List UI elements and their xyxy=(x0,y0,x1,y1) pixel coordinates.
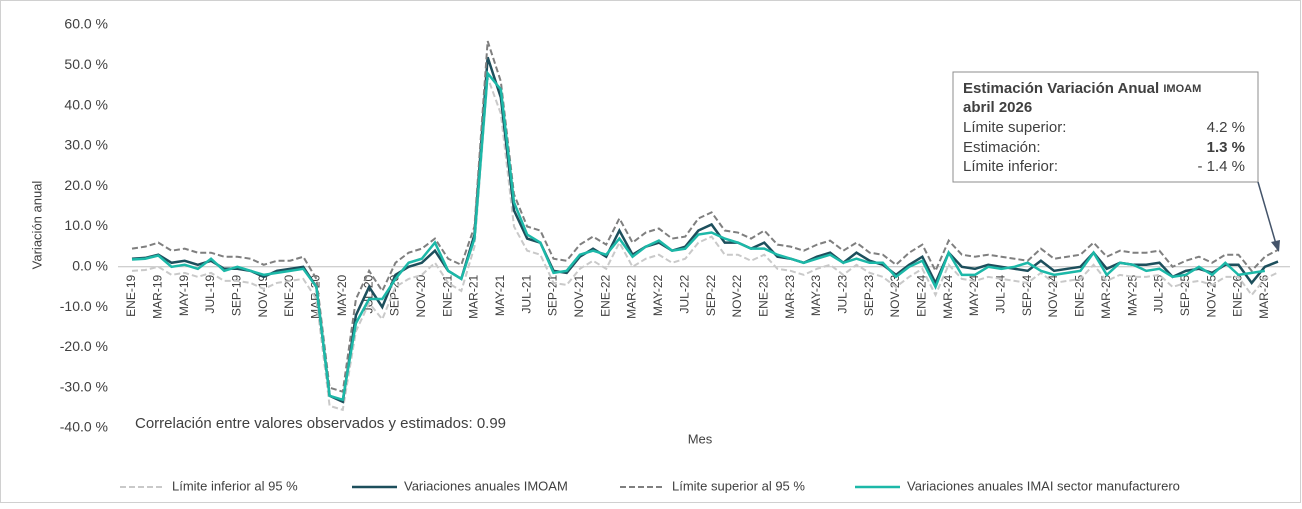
x-tick-label: NOV-19 xyxy=(256,274,270,317)
correlation-note: Correlación entre valores observados y e… xyxy=(135,415,506,432)
annotation-box xyxy=(952,71,1259,183)
x-tick-label: MAR-24 xyxy=(941,274,955,318)
x-tick-label: ENE-23 xyxy=(756,274,770,316)
x-tick-label: JUL-25 xyxy=(1152,274,1166,313)
x-tick-label: JUL-21 xyxy=(519,274,533,313)
series-line xyxy=(131,70,1266,402)
y-tick-label: 30.0 % xyxy=(64,137,108,153)
legend-label: Límite inferior al 95 % xyxy=(172,478,298,493)
x-tick-label: MAY-19 xyxy=(177,274,191,316)
x-tick-label: JUL-24 xyxy=(994,274,1008,313)
x-tick-label: MAR-26 xyxy=(1257,274,1271,318)
annotation-value: 1.3 % xyxy=(1207,139,1245,156)
y-tick-label: 60.0 % xyxy=(64,16,108,32)
series-line xyxy=(131,77,1279,412)
x-tick-label: NOV-22 xyxy=(730,274,744,317)
y-tick-label: -40.0 % xyxy=(60,419,108,435)
y-tick-label: 0.0 % xyxy=(72,258,108,274)
x-tick-label: SEP-22 xyxy=(704,274,718,316)
x-tick-label: MAY-21 xyxy=(493,274,507,316)
x-tick-label: MAY-25 xyxy=(1125,274,1139,316)
annotation-label: Estimación: xyxy=(963,139,1041,156)
annotation-label: Límite superior: xyxy=(963,119,1066,136)
x-tick-label: JUL-22 xyxy=(677,274,691,313)
annotation-value: 4.2 % xyxy=(1207,119,1245,136)
x-tick-label: ENE-25 xyxy=(1073,274,1087,316)
annotation-title: Estimación Variación Anual IMOAM xyxy=(963,80,1201,97)
y-tick-label: -20.0 % xyxy=(60,338,108,354)
annotation: Estimación Variación Anual IMOAM abril 2… xyxy=(952,71,1280,252)
x-tick-label: NOV-23 xyxy=(888,274,902,317)
x-tick-label: MAR-22 xyxy=(625,274,639,318)
y-tick-label: 10.0 % xyxy=(64,217,108,233)
x-tick-label: ENE-26 xyxy=(1231,274,1245,316)
x-tick-label: NOV-25 xyxy=(1204,274,1218,317)
legend-label: Variaciones anuales IMAI sector manufact… xyxy=(907,478,1180,493)
x-tick-label: MAR-21 xyxy=(467,274,481,318)
x-tick-label: MAR-19 xyxy=(151,274,165,318)
x-tick-label: ENE-22 xyxy=(598,274,612,316)
x-tick-label: JUL-23 xyxy=(835,274,849,313)
x-tick-label: SEP-23 xyxy=(862,274,876,316)
x-tick-label: MAY-22 xyxy=(651,274,665,316)
annotation-title-tag: IMOAM xyxy=(1163,83,1201,95)
x-tick-label: NOV-24 xyxy=(1046,274,1060,317)
legend-label: Límite superior al 95 % xyxy=(672,478,805,493)
annotation-subtitle: abril 2026 xyxy=(963,99,1032,116)
y-tick-label: 20.0 % xyxy=(64,177,108,193)
y-tick-label: 40.0 % xyxy=(64,96,108,112)
x-tick-label: SEP-24 xyxy=(1020,274,1034,316)
legend-label: Variaciones anuales IMOAM xyxy=(404,478,568,493)
x-tick-label: MAY-24 xyxy=(967,274,981,316)
y-tick-label: 50.0 % xyxy=(64,56,108,72)
x-tick-label: SEP-19 xyxy=(230,274,244,316)
annotation-value: - 1.4 % xyxy=(1197,158,1245,175)
x-tick-label: NOV-21 xyxy=(572,274,586,317)
arrow-head xyxy=(1271,240,1280,252)
x-tick-label: ENE-19 xyxy=(124,274,138,316)
y-tick-label: -30.0 % xyxy=(60,378,108,394)
y-axis-title: Variación anual xyxy=(29,181,44,270)
x-tick-label: SEP-21 xyxy=(546,274,560,316)
annotation-title-main: Estimación Variación Anual xyxy=(963,80,1159,97)
x-tick-label: ENE-24 xyxy=(915,274,929,316)
x-tick-label: SEP-25 xyxy=(1178,274,1192,316)
annotation-label: Límite inferior: xyxy=(963,158,1058,175)
x-tick-label: ENE-20 xyxy=(282,274,296,316)
y-tick-label: -10.0 % xyxy=(60,298,108,314)
x-tick-label: MAR-25 xyxy=(1099,274,1113,318)
annotation-arrow xyxy=(1257,181,1277,245)
x-tick-label: NOV-20 xyxy=(414,274,428,317)
x-axis-title: Mes xyxy=(688,431,713,446)
x-tick-label: JUL-19 xyxy=(203,274,217,313)
x-tick-label: MAY-20 xyxy=(335,274,349,316)
x-tick-label: MAY-23 xyxy=(809,274,823,316)
x-tick-label: MAR-23 xyxy=(783,274,797,318)
x-tick-label: JUL-20 xyxy=(361,274,375,313)
